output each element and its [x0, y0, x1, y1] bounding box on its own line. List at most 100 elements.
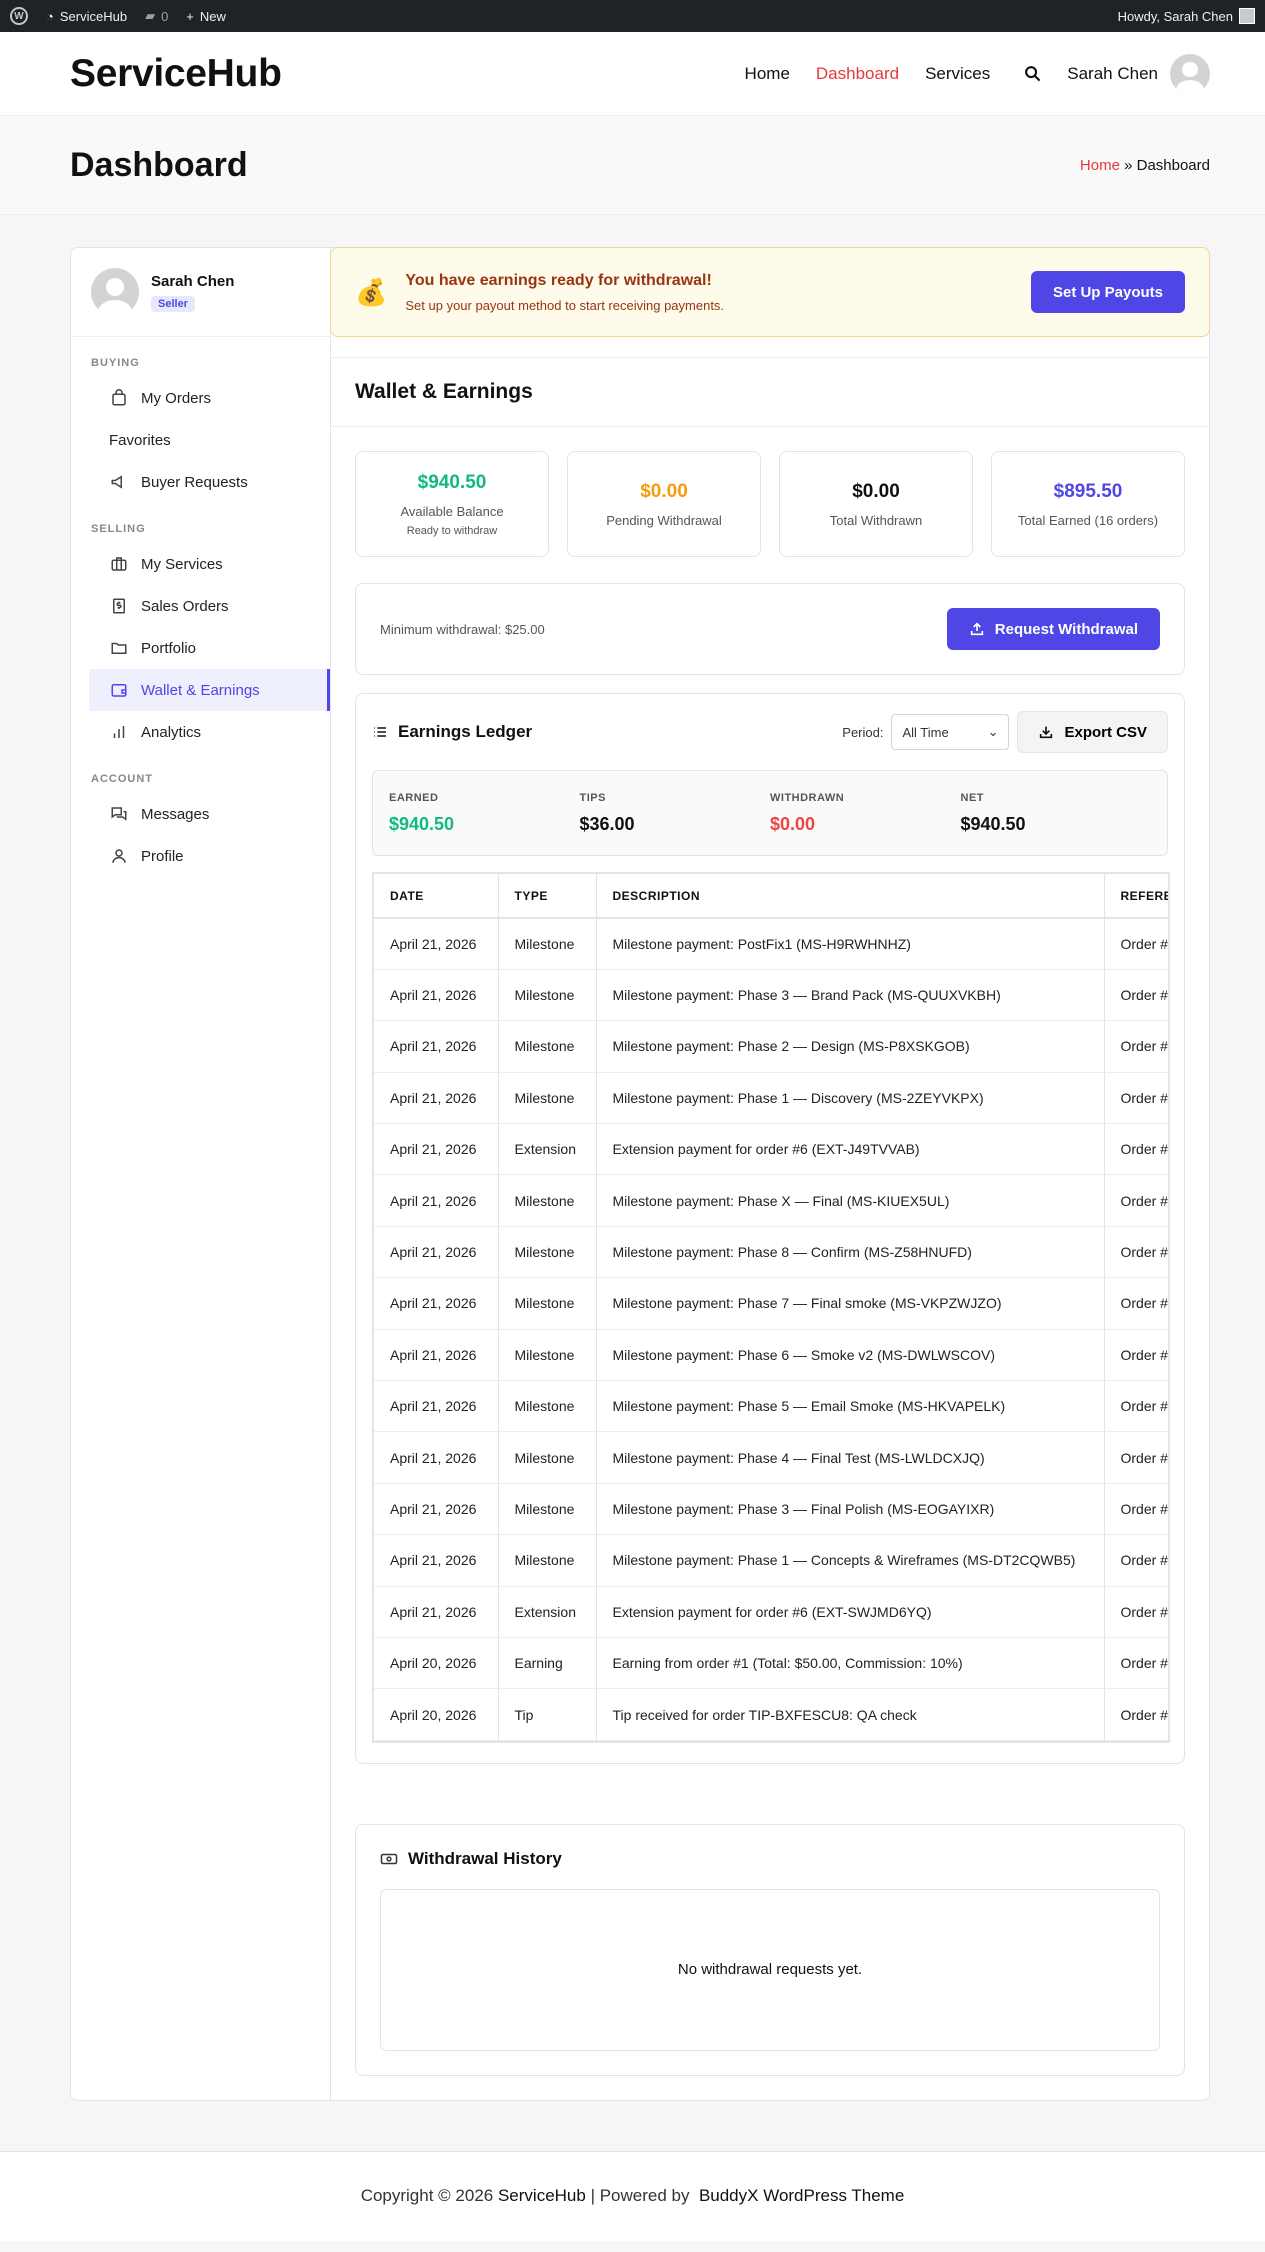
search-icon[interactable] [1024, 65, 1041, 82]
comments-count: 0 [161, 8, 169, 24]
user-menu[interactable]: Sarah Chen [1067, 53, 1210, 94]
megaphone-icon [109, 472, 129, 492]
sidebar-item-my-services[interactable]: My Services [71, 543, 330, 585]
table-cell: Order #8 [1104, 1534, 1168, 1587]
summary-key: TIPS [579, 791, 606, 804]
stat-sub: Ready to withdraw [406, 524, 498, 537]
sidebar-item-messages[interactable]: Messages [71, 793, 330, 835]
table-cell: Order #1 [1104, 1277, 1168, 1330]
table-cell: Milestone [498, 1277, 597, 1330]
column-header: DATE [374, 874, 499, 919]
footer-copyright: Copyright © 2026 [360, 2186, 494, 2206]
sidebar-item-profile[interactable]: Profile [71, 835, 330, 877]
table-cell: April 20, 2026 [374, 1688, 499, 1741]
footer-theme-link[interactable]: BuddyX WordPress Theme [698, 2186, 905, 2206]
sidebar-item-favorites[interactable]: Favorites [71, 419, 330, 461]
admin-comments-link[interactable]: ▰ 0 [145, 8, 168, 24]
sidebar-item-buyer-requests[interactable]: Buyer Requests [71, 461, 330, 503]
dollar-receipt-icon [109, 596, 129, 616]
table-cell: Milestone payment: PostFix1 (MS-H9RWHNHZ… [596, 918, 1105, 970]
table-cell: Milestone payment: Phase 4 — Final Test … [596, 1431, 1105, 1484]
section-label-account: ACCOUNT [91, 773, 153, 785]
set-up-payouts-button[interactable]: Set Up Payouts [1030, 271, 1185, 313]
upload-icon [970, 622, 983, 636]
alert-title: You have earnings ready for withdrawal! [405, 271, 712, 289]
summary-net: NET $940.50 [961, 792, 1152, 835]
section-label-buying: BUYING [91, 357, 140, 369]
table-cell: Order #1 [1104, 1688, 1168, 1741]
list-icon [374, 727, 386, 737]
table-cell: Tip [498, 1688, 597, 1741]
table-cell: Order #2 [1104, 1020, 1168, 1073]
summary-key: NET [960, 791, 984, 804]
summary-tips: TIPS $36.00 [580, 792, 771, 835]
sidebar-item-analytics[interactable]: Analytics [71, 711, 330, 753]
sidebar-item-my-orders[interactable]: My Orders [71, 377, 330, 419]
stat-pending-withdrawal: $0.00 Pending Withdrawal [567, 451, 761, 557]
header-avatar [1170, 53, 1210, 94]
breadcrumb-separator: » [1119, 156, 1137, 174]
nav-services[interactable]: Services [925, 63, 991, 83]
admin-new-link[interactable]: + New [186, 9, 226, 24]
table-cell: Earning from order #1 (Total: $50.00, Co… [596, 1637, 1105, 1690]
wordpress-icon[interactable]: W [10, 7, 28, 25]
earnings-ledger: Earnings Ledger Period: All Time ⌄ Expor… [355, 693, 1185, 1764]
summary-key: EARNED [389, 791, 439, 804]
sidebar-item-portfolio[interactable]: Portfolio [71, 627, 330, 669]
sidebar-item-label: Wallet & Earnings [141, 681, 260, 699]
table-cell: Milestone payment: Phase 6 — Smoke v2 (M… [596, 1329, 1105, 1382]
summary-value: $0.00 [770, 813, 816, 834]
column-header: REFERENCE [1104, 874, 1168, 919]
sidebar-item-sales-orders[interactable]: Sales Orders [71, 585, 330, 627]
table-row: April 21, 2026 Milestone Milestone payment… [374, 1534, 1168, 1587]
user-icon [109, 846, 129, 866]
footer-site-link[interactable]: ServiceHub [497, 2186, 586, 2206]
table-cell: Milestone payment: Phase 3 — Final Polis… [596, 1483, 1105, 1536]
table-cell: April 21, 2026 [374, 1277, 499, 1330]
folder-icon [109, 638, 129, 658]
alert-text: Set up your payout method to start recei… [405, 297, 725, 313]
site-logo[interactable]: ServiceHub [70, 51, 282, 95]
ledger-table-scroll[interactable]: DATETYPEDESCRIPTIONREFERENCE April 21, 2… [372, 872, 1170, 1743]
table-cell: Tip received for order TIP-BXFESCU8: QA … [596, 1688, 1105, 1741]
howdy-text: Howdy, Sarah Chen [1117, 8, 1233, 24]
briefcase-icon [109, 554, 129, 574]
dashboard-sidebar: Sarah Chen Seller BUYING My Orders Favor… [71, 248, 331, 2100]
admin-account-link[interactable]: Howdy, Sarah Chen [1118, 8, 1255, 24]
sidebar-item-wallet-earnings[interactable]: Wallet & Earnings [89, 669, 330, 711]
comment-icon: ▰ [145, 8, 156, 23]
table-cell: April 21, 2026 [374, 1534, 499, 1587]
summary-withdrawn: WITHDRAWN $0.00 [770, 792, 961, 835]
admin-new-label: New [199, 8, 226, 24]
column-header: TYPE [498, 874, 597, 919]
table-cell: Milestone payment: Phase 5 — Email Smoke… [596, 1380, 1105, 1433]
export-csv-button[interactable]: Export CSV [1017, 711, 1168, 753]
request-withdrawal-button[interactable]: Request Withdrawal [946, 608, 1160, 650]
table-cell: April 21, 2026 [374, 1174, 499, 1227]
table-cell: Milestone [498, 1431, 597, 1484]
table-cell: April 21, 2026 [374, 969, 499, 1022]
table-row: April 21, 2026 Milestone Milestone payment… [374, 1329, 1168, 1382]
download-icon [1040, 726, 1053, 739]
admin-bar: W ◔ ServiceHub ▰ 0 + New Howdy, Sarah Ch… [0, 0, 1265, 32]
dashboard-content: 💰 You have earnings ready for withdrawal… [330, 247, 1210, 2100]
sidebar-item-label: Sales Orders [141, 597, 229, 615]
request-withdrawal-label: Request Withdrawal [994, 620, 1138, 638]
breadcrumb-current: Dashboard [1136, 156, 1210, 174]
summary-earned: EARNED $940.50 [389, 792, 580, 835]
sidebar-item-label: My Orders [141, 389, 212, 407]
table-cell: Milestone payment: Phase 1 — Concepts & … [596, 1534, 1105, 1587]
table-cell: Milestone payment: Phase 7 — Final smoke… [596, 1277, 1105, 1330]
admin-site-link[interactable]: ◔ ServiceHub [46, 9, 127, 24]
breadcrumb-home[interactable]: Home [1079, 156, 1120, 174]
nav-dashboard[interactable]: Dashboard [815, 63, 900, 83]
stat-total-earned: $895.50 Total Earned (16 orders) [991, 451, 1185, 557]
period-select[interactable]: All Time ⌄ [891, 714, 1010, 750]
nav-home[interactable]: Home [744, 63, 790, 83]
ledger-summary: EARNED $940.50 TIPS $36.00 WITHDRAWN $0.00 … [372, 770, 1168, 856]
table-cell: Milestone payment: Phase 1 — Discovery (… [596, 1072, 1105, 1125]
ledger-table: DATETYPEDESCRIPTIONREFERENCE April 21, 2… [374, 874, 1168, 1741]
table-cell: Order #1 [1104, 1174, 1168, 1227]
stat-value: $895.50 [1053, 480, 1123, 502]
table-cell: Order #1 [1104, 1226, 1168, 1279]
